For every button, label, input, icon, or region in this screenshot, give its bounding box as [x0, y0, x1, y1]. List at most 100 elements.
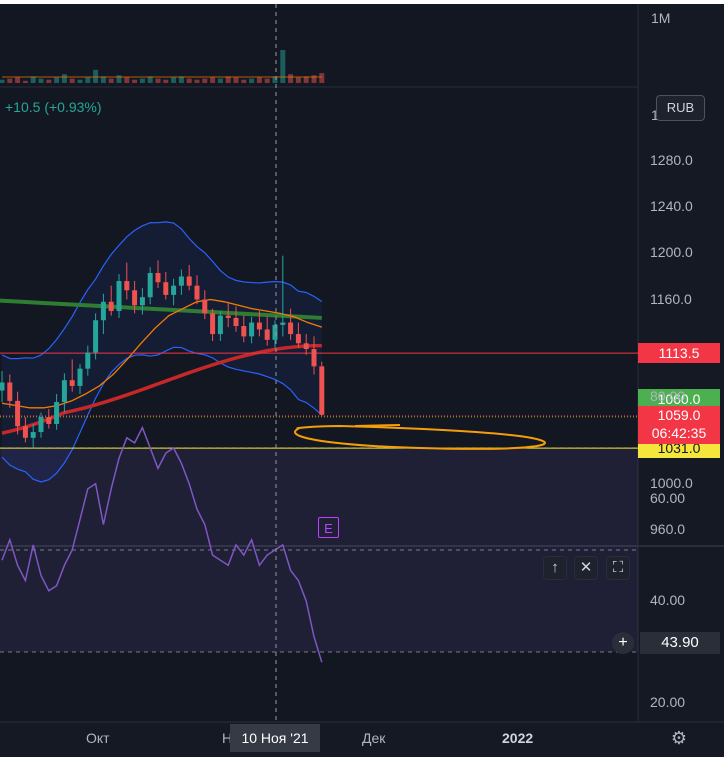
candle-body: [295, 334, 301, 344]
candle-body: [256, 322, 262, 330]
crosshair-date-label: 10 Ноя '21: [230, 724, 320, 752]
volume-bar: [77, 79, 83, 83]
price-tick-label: 1240.0: [650, 198, 693, 215]
volume-bar: [38, 78, 44, 83]
candle-body: [85, 352, 91, 369]
candle-body: [233, 317, 239, 327]
candle-body: [280, 322, 286, 325]
candle-body: [186, 276, 192, 286]
candle-body: [241, 326, 247, 337]
volume-bar: [46, 79, 52, 83]
candle-body: [264, 329, 270, 340]
volume-bar: [225, 76, 231, 83]
add-alert-icon[interactable]: +: [612, 632, 634, 654]
move-up-button[interactable]: ↑: [543, 556, 567, 580]
candle-body: [46, 417, 52, 424]
price-tick-label: 960.0: [650, 521, 686, 537]
volume-bar: [147, 76, 153, 83]
volume-bar: [7, 78, 13, 83]
candle-body: [171, 285, 177, 295]
candle-body: [7, 382, 13, 401]
candle-body: [77, 368, 83, 386]
volume-bar: [311, 75, 317, 83]
close-pane-button[interactable]: ✕: [574, 556, 598, 580]
candle-body: [22, 426, 28, 438]
candle-body: [30, 432, 36, 438]
bollinger-upper: [1, 221, 323, 360]
rsi-tick-label: 20.00: [650, 694, 686, 710]
candle-body: [61, 380, 67, 403]
volume-bar: [288, 74, 294, 83]
volume-bar: [22, 80, 28, 83]
candle-body: [319, 366, 325, 415]
candle-body: [288, 322, 294, 335]
candle-body: [249, 322, 255, 337]
last-price-value: 1059.0: [657, 407, 701, 423]
candle-body: [272, 324, 278, 340]
currency-button[interactable]: RUB: [656, 95, 705, 121]
volume-bar: [69, 78, 75, 83]
candle-body: [100, 301, 106, 321]
rsi-current-value: 43.90: [640, 632, 720, 654]
volume-bar: [233, 77, 239, 83]
maximize-pane-button[interactable]: ⛶: [606, 556, 630, 580]
window-top-strip: [0, 0, 724, 4]
gear-icon[interactable]: ⚙: [670, 728, 688, 748]
volume-bar: [256, 77, 262, 83]
volume-bar: [100, 76, 106, 83]
time-tick-label: Н: [222, 730, 233, 746]
candle-body: [217, 315, 223, 335]
sma-200-line: [0, 298, 322, 320]
volume-bar: [61, 74, 67, 83]
volume-bar: [54, 77, 60, 83]
candle-body: [139, 297, 145, 306]
volume-bar: [186, 78, 192, 83]
rsi-line: [1, 425, 323, 663]
price-tick-label: 1280.0: [650, 152, 693, 169]
candle-body: [54, 402, 60, 424]
volume-bar: [108, 78, 114, 83]
volume-bar: [295, 77, 301, 83]
candle-body: [202, 299, 208, 314]
annotation-ellipse: [294, 424, 546, 450]
volume-bar: [0, 79, 5, 83]
volume-bar: [241, 79, 247, 83]
candle-body: [163, 282, 169, 295]
candle-body: [0, 382, 5, 391]
volume-bar: [163, 79, 169, 83]
candle-body: [311, 349, 317, 367]
price-tick-label: 1200.0: [650, 244, 693, 261]
volume-bar: [139, 78, 145, 83]
pane-divider: [0, 545, 724, 547]
rsi-tick-label: 60.00: [650, 490, 686, 506]
candle-body: [147, 272, 153, 298]
time-tick-label: 2022: [502, 730, 534, 746]
rsi-tick-label: 80.00: [650, 388, 686, 404]
candle-body: [225, 315, 231, 318]
candle-body: [124, 281, 130, 291]
price-scale-partial-label: 1: [651, 107, 659, 123]
volume-bar: [93, 69, 99, 83]
price-tick-label: 1000.0: [650, 474, 693, 491]
volume-bar: [116, 75, 122, 83]
candle-body: [116, 281, 122, 312]
volume-scale-label: 1M: [651, 10, 671, 26]
price-change-label: +10.5 (+0.93%): [5, 99, 102, 115]
rsi-band: [0, 448, 638, 652]
candle-body: [108, 301, 114, 312]
volume-bar: [155, 78, 161, 83]
last-price-label: 1059.0 06:42:35: [638, 406, 720, 444]
prev-close-label: 1060.0: [638, 388, 720, 409]
candle-body: [132, 290, 138, 306]
volume-bar: [171, 77, 177, 83]
candle-body: [93, 320, 99, 353]
volume-bar: [194, 79, 200, 83]
annotation-stroke: [354, 424, 401, 427]
earnings-marker[interactable]: E: [318, 517, 339, 538]
volume-bar: [272, 76, 278, 83]
volume-bar: [132, 79, 138, 83]
volume-bar: [15, 77, 21, 83]
time-tick-label: Окт: [86, 730, 110, 746]
